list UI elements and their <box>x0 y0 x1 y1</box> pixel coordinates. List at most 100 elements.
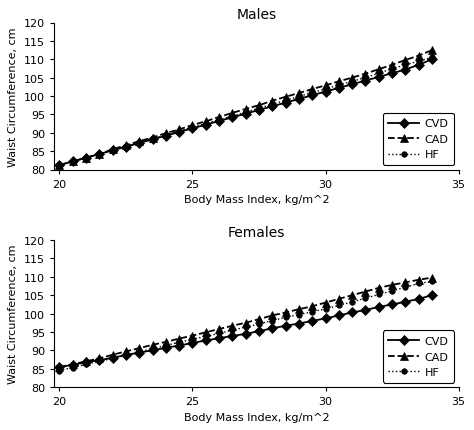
CVD <box>363 307 368 313</box>
HF <box>323 307 328 312</box>
CVD <box>110 355 116 360</box>
CVD <box>123 145 129 150</box>
CAD <box>229 323 235 329</box>
CAD <box>190 333 195 338</box>
CAD <box>429 48 435 53</box>
CVD <box>203 338 209 343</box>
HF <box>243 325 248 330</box>
HF <box>270 102 275 108</box>
CAD <box>416 54 421 59</box>
CAD <box>283 310 289 315</box>
CAD <box>389 63 395 68</box>
CVD <box>96 152 102 157</box>
CVD <box>56 163 62 168</box>
HF <box>389 289 395 294</box>
CVD <box>176 343 182 348</box>
HF <box>416 281 421 286</box>
HF <box>176 340 182 345</box>
CVD <box>70 362 75 368</box>
CAD <box>190 123 195 128</box>
HF <box>163 343 169 348</box>
CAD <box>150 135 155 141</box>
CVD <box>376 305 382 310</box>
CAD <box>416 277 421 283</box>
CAD <box>283 95 289 100</box>
HF <box>363 296 368 301</box>
CAD <box>137 139 142 144</box>
CVD <box>323 316 328 321</box>
CVD <box>256 108 262 113</box>
HF <box>376 292 382 298</box>
CVD <box>270 104 275 110</box>
CVD <box>363 79 368 84</box>
CVD <box>283 101 289 106</box>
HF <box>429 56 435 61</box>
CAD <box>123 349 129 354</box>
CAD <box>296 91 302 96</box>
HF <box>336 303 342 308</box>
CVD <box>137 141 142 146</box>
CVD <box>216 119 222 124</box>
CAD <box>310 304 315 309</box>
Y-axis label: Waist Circumference, cm: Waist Circumference, cm <box>9 244 18 384</box>
CVD <box>389 302 395 307</box>
CAD <box>216 327 222 332</box>
CAD <box>429 275 435 280</box>
CAD <box>56 365 62 370</box>
Legend: CVD, CAD, HF: CVD, CAD, HF <box>383 114 454 166</box>
CVD <box>336 313 342 318</box>
CVD <box>310 319 315 324</box>
HF <box>216 118 222 123</box>
CAD <box>349 293 355 298</box>
HF <box>402 285 408 290</box>
HF <box>83 362 89 367</box>
CVD <box>229 116 235 121</box>
HF <box>310 310 315 315</box>
CAD <box>176 336 182 341</box>
HF <box>270 318 275 323</box>
CAD <box>176 128 182 133</box>
HF <box>310 91 315 96</box>
CAD <box>70 362 75 367</box>
Title: Females: Females <box>228 225 285 240</box>
CVD <box>416 63 421 68</box>
Line: CVD: CVD <box>56 57 436 169</box>
CAD <box>70 160 75 165</box>
CVD <box>163 134 169 139</box>
HF <box>203 122 209 127</box>
HF <box>256 322 262 327</box>
CVD <box>163 345 169 350</box>
CVD <box>376 75 382 80</box>
HF <box>416 59 421 64</box>
HF <box>96 152 102 157</box>
CAD <box>123 143 129 148</box>
CVD <box>190 341 195 346</box>
HF <box>243 111 248 116</box>
HF <box>229 114 235 120</box>
Y-axis label: Waist Circumference, cm: Waist Circumference, cm <box>9 27 18 166</box>
CVD <box>310 93 315 98</box>
HF <box>363 76 368 81</box>
HF <box>283 98 289 104</box>
CAD <box>310 87 315 92</box>
Line: CAD: CAD <box>55 47 436 169</box>
CVD <box>270 326 275 331</box>
HF <box>296 312 302 317</box>
CAD <box>137 346 142 351</box>
CAD <box>389 283 395 288</box>
HF <box>203 334 209 339</box>
HF <box>150 137 155 142</box>
Legend: CVD, CAD, HF: CVD, CAD, HF <box>383 331 454 383</box>
HF <box>137 350 142 355</box>
Line: CAD: CAD <box>55 274 436 371</box>
HF <box>402 63 408 68</box>
CVD <box>203 123 209 128</box>
HF <box>389 67 395 72</box>
CAD <box>296 307 302 312</box>
CVD <box>216 336 222 341</box>
CVD <box>256 329 262 334</box>
CAD <box>56 163 62 168</box>
CVD <box>402 300 408 305</box>
CAD <box>402 280 408 285</box>
CVD <box>349 310 355 315</box>
